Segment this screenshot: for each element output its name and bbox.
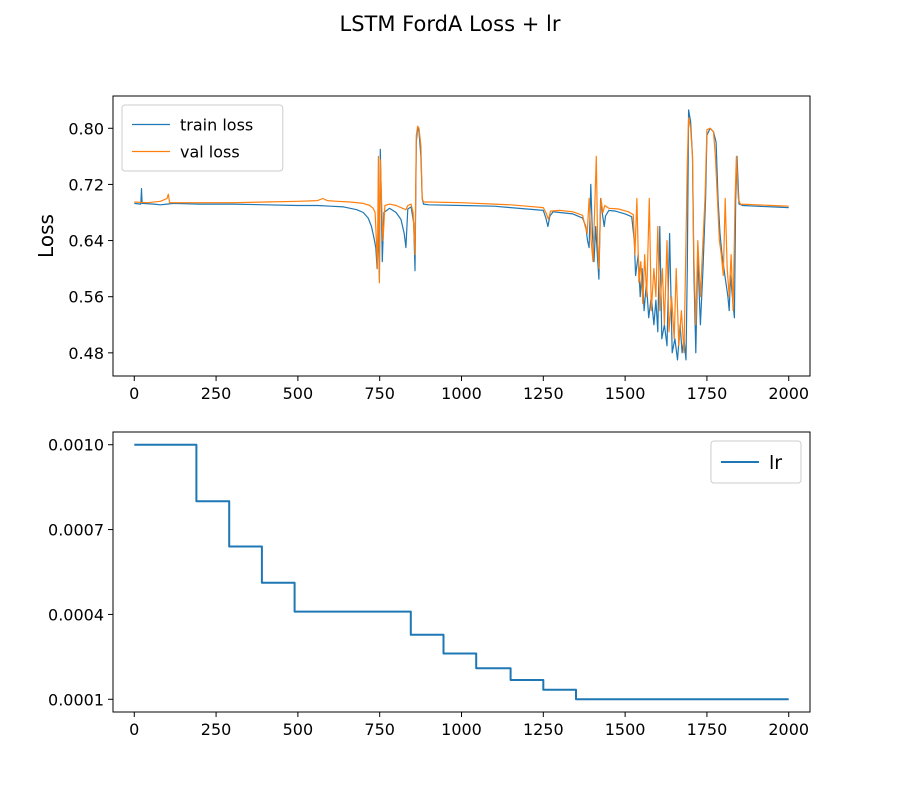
legend-label: val loss [180, 142, 240, 161]
x-tick-label: 1750 [687, 720, 728, 739]
x-tick-label: 1000 [441, 720, 482, 739]
y-axis-label: Loss [34, 214, 58, 258]
x-tick-label: 750 [364, 720, 395, 739]
legend-box [121, 104, 284, 172]
x-tick-label: 500 [283, 720, 314, 739]
legend-label: train loss [180, 115, 253, 134]
x-tick-label: 1250 [523, 384, 564, 403]
series-line-lr [134, 443, 789, 701]
y-tick-label: 0.56 [68, 288, 104, 307]
x-tick-label: 1250 [523, 720, 564, 739]
y-tick-label: 0.64 [68, 232, 104, 251]
legend: lr [710, 440, 802, 484]
y-tick-label: 0.48 [68, 344, 104, 363]
x-tick-label: 750 [364, 384, 395, 403]
x-tick-label: 250 [201, 384, 232, 403]
x-tick-label: 0 [129, 384, 139, 403]
y-tick-label: 0.0007 [48, 521, 104, 540]
y-tick-label: 0.72 [68, 175, 104, 194]
y-tick-label: 0.0004 [48, 605, 104, 624]
x-tick-label: 1500 [605, 720, 646, 739]
x-tick-label: 250 [201, 720, 232, 739]
x-tick-label: 500 [283, 384, 314, 403]
y-tick-label: 0.0001 [48, 690, 104, 709]
x-tick-label: 0 [129, 720, 139, 739]
x-tick-label: 1750 [687, 384, 728, 403]
lr-plot: 0 250 500 750 1000 1250 1500 1750 2000 0.0001 0.00… [48, 431, 811, 739]
y-tick-label: 0.0010 [48, 436, 104, 455]
legend: train loss val loss [121, 104, 284, 172]
series-line-val-loss [134, 117, 789, 354]
x-tick-label: 1000 [441, 384, 482, 403]
loss-plot: 0 250 500 750 1000 1250 1500 1750 2000 0.48 0.56 0.… [34, 95, 811, 403]
y-tick-label: 0.80 [68, 119, 104, 138]
x-tick-label: 1500 [605, 384, 646, 403]
x-tick-label: 2000 [768, 720, 809, 739]
series-line-train-loss [134, 109, 789, 361]
legend-label: lr [769, 452, 782, 474]
x-tick-label: 2000 [768, 384, 809, 403]
figure-title: LSTM FordA Loss + lr [340, 12, 561, 36]
